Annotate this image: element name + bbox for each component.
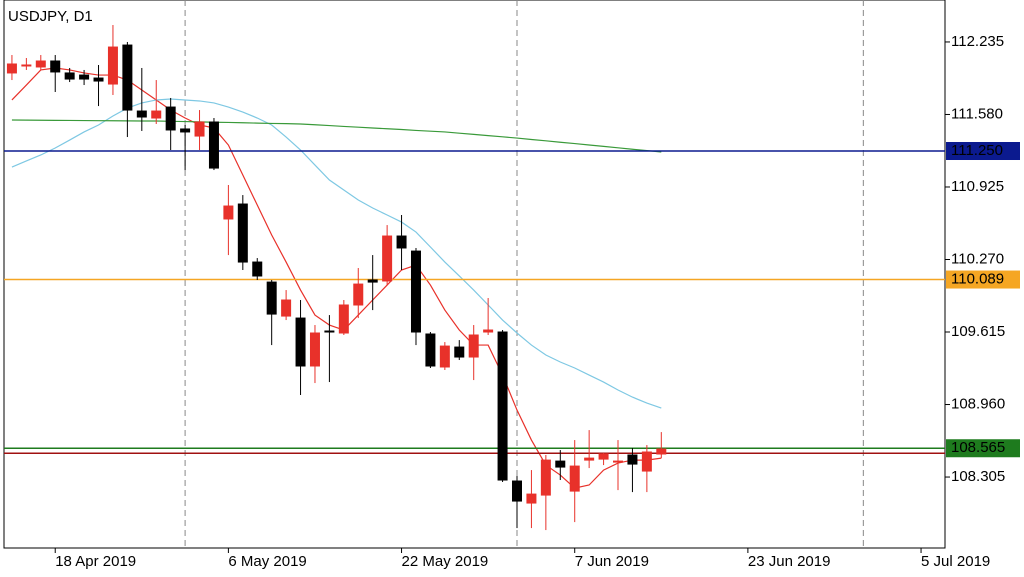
candle-body [468,334,479,358]
candle-body [584,457,595,461]
y-tick-label: 111.580 [951,105,1003,122]
y-tick-label: 108.960 [951,395,1005,412]
candle-body [641,451,652,472]
candle-body [50,60,61,73]
candle-body [21,64,32,67]
candle-body [555,460,566,468]
x-tick-label: 5 Jul 2019 [921,553,990,570]
moving-average [11,119,662,153]
candle-body [151,110,162,119]
candle-body [511,480,522,502]
candle-body [338,304,349,334]
candle-body [194,121,205,137]
candle-body [425,333,436,367]
candle-body [454,346,465,358]
candle-body [165,106,176,131]
y-tick-label: 110.270 [951,250,1004,267]
price-label: 108.565 [951,439,1005,456]
candle-body [223,205,234,220]
candle-body [410,250,421,333]
moving-average [11,67,662,489]
candle-body [598,453,609,460]
x-tick-label: 6 May 2019 [228,553,306,570]
y-tick-label: 110.925 [951,178,1004,195]
candle-body [295,317,306,367]
candle-body [324,330,335,333]
price-label-box [946,439,1020,458]
candle-body [107,46,118,85]
candle-body [526,493,537,504]
candle-body [569,465,580,492]
candle-body [613,460,624,463]
x-tick-label: 18 Apr 2019 [55,553,136,570]
y-tick-label: 109.615 [951,323,1005,340]
y-tick-label: 112.235 [951,33,1004,50]
candle-body [64,72,75,80]
candle-body [540,459,551,496]
candle-body [656,448,667,455]
candle-body [266,281,277,315]
candle-body [353,283,364,306]
candle-body [136,110,147,118]
candle-body [252,261,263,277]
candle-body [483,329,494,333]
candle-body [237,203,248,263]
candle-body [396,235,407,249]
candle-body [367,279,378,283]
chart-title: USDJPY, D1 [8,8,93,25]
price-label: 110.089 [951,271,1004,288]
y-tick-label: 108.305 [951,468,1005,485]
candle-body [93,77,104,82]
candle-body [122,44,133,111]
candle-body [281,299,292,317]
plot-frame [3,0,946,549]
candle-body [6,63,17,74]
candle-body [79,74,90,80]
price-label-box [946,270,1020,289]
candle-body [309,332,320,367]
candle-body [35,60,46,68]
candle-body [627,454,638,465]
price-label: 111.250 [951,142,1003,159]
x-tick-label: 22 May 2019 [402,553,489,570]
candle-body [180,128,191,133]
candle-body [208,121,219,169]
moving-average [11,98,662,409]
candle-body [382,235,393,282]
x-tick-label: 7 Jun 2019 [575,553,649,570]
candle-body [439,345,450,368]
x-tick-label: 23 Jun 2019 [748,553,831,570]
candle-body [497,331,508,481]
price-label-box [946,142,1020,161]
